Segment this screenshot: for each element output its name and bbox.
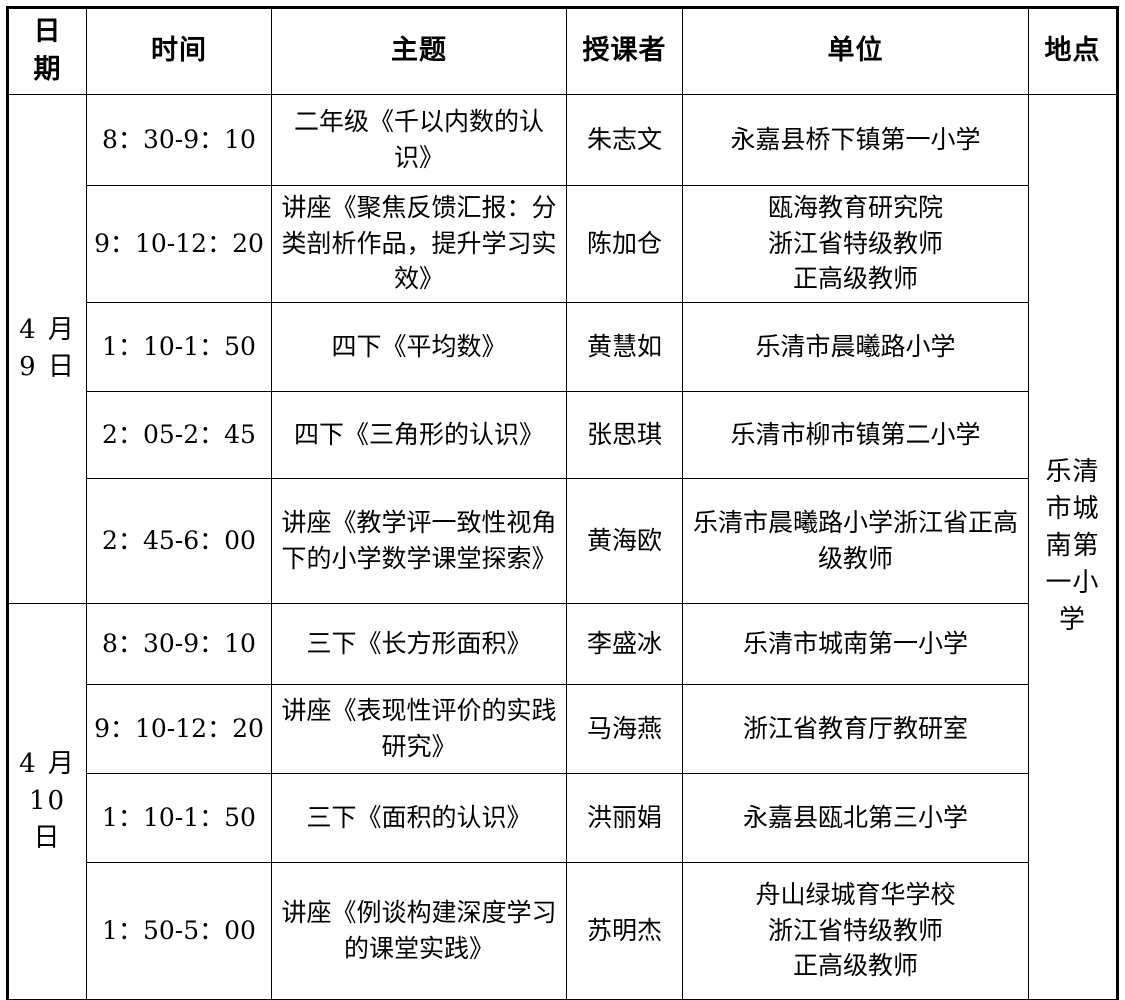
table-row: 1：10-1：50 四下《平均数》 黄慧如 乐清市晨曦路小学: [9, 301, 1117, 392]
time-cell: 1：10-1：50: [86, 301, 272, 392]
column-header-time: 时间: [86, 8, 272, 95]
table-row: 1：10-1：50 三下《面积的认识》 洪丽娟 永嘉县瓯北第三小学: [9, 772, 1117, 863]
topic-cell: 四下《三角形的认识》: [271, 390, 567, 479]
table-row: 9：10-12：20 讲座《表现性评价的实践研究》 马海燕 浙江省教育厅教研室: [9, 683, 1117, 774]
time-cell: 9：10-12：20: [86, 184, 272, 303]
unit-cell: 永嘉县桥下镇第一小学: [682, 93, 1029, 186]
table-row: 9：10-12：20 讲座《聚焦反馈汇报：分类剖析作品，提升学习实效》 陈加仓 …: [9, 184, 1117, 303]
time-cell: 1：10-1：50: [86, 772, 272, 863]
schedule-table-container: 日 期 时间 主题 授课者 单位 地点 4 月 9 日 8：30-9：10 二年…: [6, 6, 1119, 1000]
teacher-cell: 马海燕: [566, 683, 683, 774]
table-header-row: 日 期 时间 主题 授课者 单位 地点: [8, 8, 1117, 95]
teacher-cell: 黄慧如: [566, 301, 683, 392]
column-header-teacher: 授课者: [566, 8, 683, 95]
column-header-date: 日 期: [8, 8, 87, 95]
teacher-cell: 李盛冰: [566, 602, 683, 685]
schedule-table: 日 期 时间 主题 授课者 单位 地点 4 月 9 日 8：30-9：10 二年…: [6, 6, 1119, 1000]
date-cell-april-9: 4 月 9 日: [8, 93, 87, 604]
time-cell: 1：50-5：00: [86, 861, 272, 1000]
unit-cell: 瓯海教育研究院 浙江省特级教师 正高级教师: [682, 184, 1029, 303]
teacher-cell: 张思琪: [566, 390, 683, 479]
topic-cell: 三下《长方形面积》: [271, 602, 567, 685]
column-header-place: 地点: [1028, 8, 1117, 95]
date-cell-april-10: 4 月 10 日: [8, 602, 87, 1000]
topic-cell: 讲座《教学评一致性视角下的小学数学课堂探索》: [271, 477, 567, 604]
topic-cell: 四下《平均数》: [271, 301, 567, 392]
time-cell: 9：10-12：20: [86, 683, 272, 774]
topic-cell: 三下《面积的认识》: [271, 772, 567, 863]
column-header-topic: 主题: [271, 8, 567, 95]
teacher-cell: 朱志文: [566, 93, 683, 186]
topic-cell: 二年级《千以内数的认识》: [271, 93, 567, 186]
unit-cell: 永嘉县瓯北第三小学: [682, 772, 1029, 863]
unit-cell: 乐清市晨曦路小学: [682, 301, 1029, 392]
table-row: 2：05-2：45 四下《三角形的认识》 张思琪 乐清市柳市镇第二小学: [9, 390, 1117, 479]
table-row: 4 月 10 日 8：30-9：10 三下《长方形面积》 李盛冰 乐清市城南第一…: [8, 602, 1117, 1000]
column-header-unit: 单位: [682, 8, 1029, 95]
topic-cell: 讲座《表现性评价的实践研究》: [271, 683, 567, 774]
teacher-cell: 洪丽娟: [566, 772, 683, 863]
unit-cell: 舟山绿城育华学校 浙江省特级教师 正高级教师: [682, 861, 1029, 1000]
time-cell: 2：05-2：45: [86, 390, 272, 479]
teacher-cell: 黄海欧: [566, 477, 683, 604]
teacher-cell: 苏明杰: [566, 861, 683, 1000]
unit-cell: 乐清市晨曦路小学浙江省正高级教师: [682, 477, 1029, 604]
unit-cell: 浙江省教育厅教研室: [682, 683, 1029, 774]
teacher-cell: 陈加仓: [566, 184, 683, 303]
unit-cell: 乐清市柳市镇第二小学: [682, 390, 1029, 479]
place-cell: 乐清市城南第一小学: [1028, 93, 1117, 1000]
table-row: 4 月 9 日 8：30-9：10 二年级《千以内数的认识》 朱志文 永嘉县桥下…: [8, 93, 1117, 1000]
topic-cell: 讲座《聚焦反馈汇报：分类剖析作品，提升学习实效》: [271, 184, 567, 303]
table-row: 2：45-6：00 讲座《教学评一致性视角下的小学数学课堂探索》 黄海欧 乐清市…: [9, 477, 1117, 604]
time-cell: 8：30-9：10: [86, 602, 272, 685]
table-row: 1：50-5：00 讲座《例谈构建深度学习的课堂实践》 苏明杰 舟山绿城育华学校…: [9, 861, 1117, 1000]
time-cell: 2：45-6：00: [86, 477, 272, 604]
unit-cell: 乐清市城南第一小学: [682, 602, 1029, 685]
time-cell: 8：30-9：10: [86, 93, 272, 186]
topic-cell: 讲座《例谈构建深度学习的课堂实践》: [271, 861, 567, 1000]
